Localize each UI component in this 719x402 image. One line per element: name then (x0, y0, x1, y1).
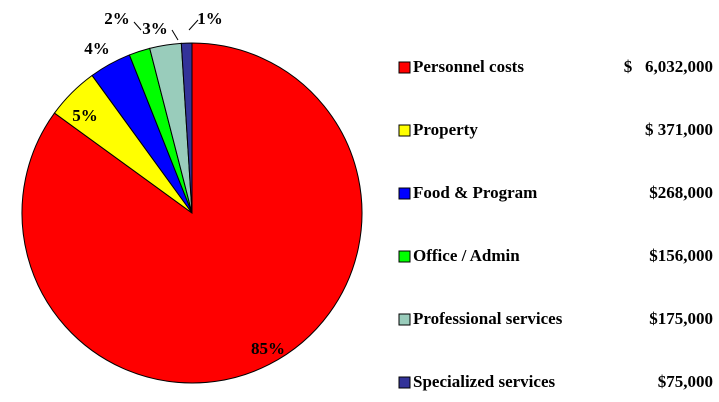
pie-slice (180, 42, 193, 214)
slice-label: 3% (142, 19, 168, 38)
legend-label: Professional services (413, 309, 563, 328)
legend-amount: $268,000 (649, 183, 713, 202)
slice-label: 4% (84, 39, 110, 58)
slice-label: 85% (251, 339, 285, 358)
leader-line (133, 21, 142, 31)
legend-label: Office / Admin (413, 246, 520, 265)
leader-line (171, 29, 179, 41)
legend-swatch (398, 376, 411, 389)
legend-label: Specialized services (413, 372, 555, 391)
slice-label: 1% (197, 9, 223, 28)
legend-label: Personnel costs (413, 57, 524, 76)
legend-amount: $75,000 (658, 372, 713, 391)
legend-amount: $ 371,000 (645, 120, 713, 139)
legend-swatch (398, 250, 411, 263)
legend-amount: $156,000 (649, 246, 713, 265)
legend-label: Food & Program (413, 183, 537, 202)
legend-amount: $ 6,032,000 (624, 57, 713, 76)
legend-swatch (398, 313, 411, 326)
slice-label: 2% (104, 9, 130, 28)
slice-label: 5% (72, 106, 98, 125)
leader-line (188, 19, 199, 31)
legend-label: Property (413, 120, 478, 139)
legend-swatch (398, 187, 411, 200)
legend-amount: $175,000 (649, 309, 713, 328)
legend-swatch (398, 61, 411, 74)
pie-slice (21, 42, 363, 384)
legend-swatch (398, 124, 411, 137)
